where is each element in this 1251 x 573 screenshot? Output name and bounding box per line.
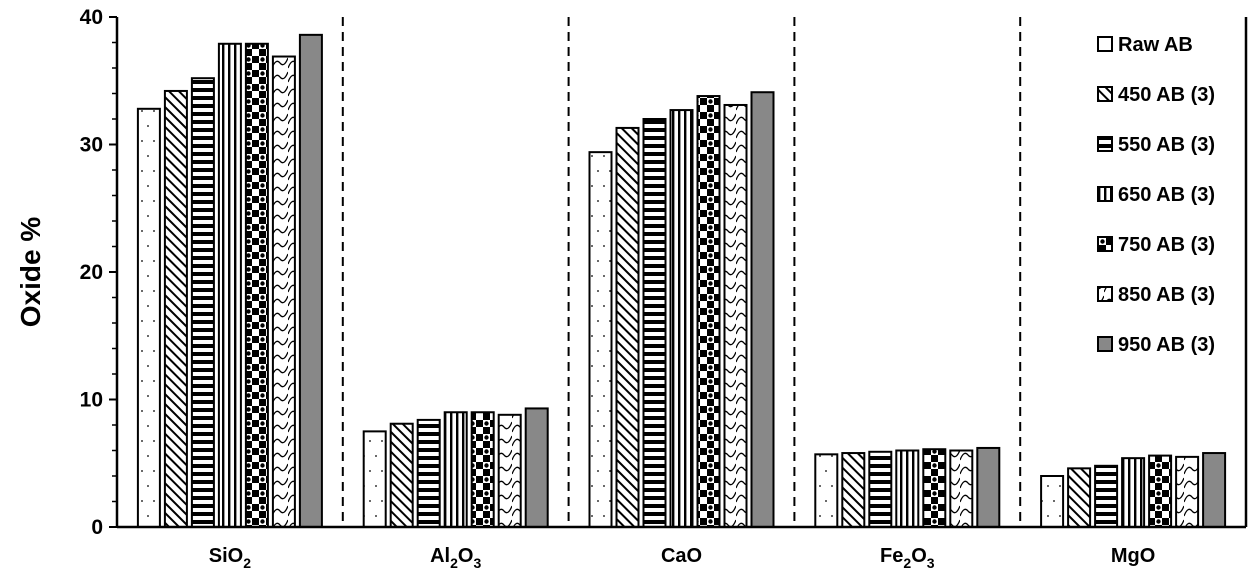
bar <box>470 411 495 528</box>
bar <box>1121 457 1146 528</box>
legend-swatch <box>1097 36 1113 52</box>
legend-swatch <box>1097 236 1113 252</box>
bar <box>389 422 414 529</box>
x-category-label: MgO <box>1111 545 1155 567</box>
x-category-label: Al2O3 <box>430 545 481 571</box>
bar <box>298 33 323 528</box>
bar <box>271 55 296 529</box>
legend-swatch <box>1097 286 1113 302</box>
x-category-label: SiO2 <box>209 545 251 571</box>
legend-label: 850 AB (3) <box>1118 284 1215 306</box>
bar <box>217 42 242 529</box>
legend-swatch <box>1097 136 1113 152</box>
bar <box>814 453 839 529</box>
legend-swatch <box>1097 336 1113 352</box>
bar <box>723 103 748 528</box>
bar <box>1175 455 1200 528</box>
bar <box>976 446 1001 529</box>
bar <box>163 89 188 528</box>
bar <box>136 107 161 529</box>
bar <box>949 449 974 528</box>
bar <box>588 151 613 528</box>
bar <box>1040 475 1065 528</box>
legend-label: 450 AB (3) <box>1118 84 1215 106</box>
bar <box>190 77 215 528</box>
bar <box>868 450 893 528</box>
bar <box>416 418 441 528</box>
bar <box>922 448 947 529</box>
y-tick-label: 40 <box>80 6 103 29</box>
bar <box>244 42 269 529</box>
bar <box>1202 452 1227 528</box>
legend-label: 650 AB (3) <box>1118 184 1215 206</box>
x-category-label: CaO <box>661 545 702 567</box>
bar <box>750 91 775 528</box>
bar <box>615 126 640 529</box>
y-axis-title: Oxide % <box>15 217 46 328</box>
bar <box>841 452 866 528</box>
legend-swatch <box>1097 86 1113 102</box>
y-tick-label: 20 <box>80 261 103 284</box>
legend-swatch <box>1097 186 1113 202</box>
bar <box>696 95 721 529</box>
bar <box>1067 467 1092 529</box>
bar <box>669 109 694 528</box>
legend-label: 550 AB (3) <box>1118 134 1215 156</box>
bar <box>895 449 920 528</box>
legend-label: 950 AB (3) <box>1118 334 1215 356</box>
bar <box>1094 464 1119 528</box>
bar <box>497 413 522 528</box>
y-tick-label: 10 <box>80 389 103 412</box>
bar <box>1148 454 1173 529</box>
y-tick-label: 30 <box>80 134 103 157</box>
bar <box>362 430 387 528</box>
legend-label: Raw AB <box>1118 34 1193 56</box>
bar <box>443 411 468 528</box>
bar <box>642 118 667 528</box>
legend-label: 750 AB (3) <box>1118 234 1215 256</box>
y-tick-label: 0 <box>91 516 103 539</box>
x-category-label: Fe2O3 <box>880 545 935 571</box>
bar <box>524 407 549 528</box>
